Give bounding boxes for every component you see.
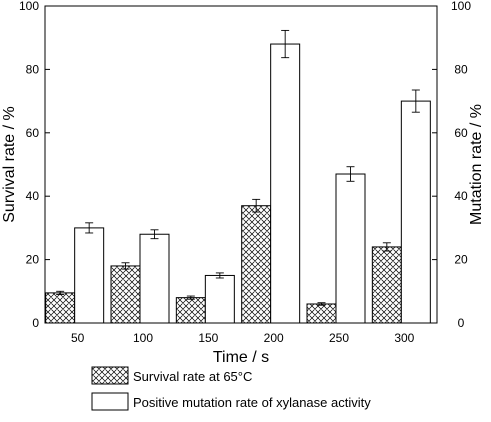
survival-bar xyxy=(371,246,402,324)
legend-label: Survival rate at 65°C xyxy=(133,369,252,384)
y-right-tick-label: 60 xyxy=(454,126,468,140)
plot-frame xyxy=(44,5,438,324)
mutation-bar xyxy=(270,43,301,324)
mutation-bar xyxy=(139,233,170,324)
y-right-tick-label: 0 xyxy=(458,316,465,330)
legend-swatch-mutation xyxy=(91,392,129,411)
x-tick-label: 250 xyxy=(329,331,349,345)
survival-bar xyxy=(175,297,206,324)
y-left-tick-label: 100 xyxy=(19,0,39,13)
y-right-axis-title: Mutation rate / % xyxy=(468,104,485,225)
x-tick-label: 100 xyxy=(133,331,153,345)
y-left-tick-label: 20 xyxy=(26,253,40,267)
x-tick-label: 50 xyxy=(71,331,85,345)
survival-bar xyxy=(110,265,141,324)
y-right-tick-label: 20 xyxy=(454,253,468,267)
legend-swatch-survival xyxy=(91,366,129,385)
survival-bar xyxy=(241,205,272,324)
x-tick-label: 150 xyxy=(198,331,218,345)
y-left-axis-title: Survival rate / % xyxy=(1,106,18,222)
y-left-tick-label: 80 xyxy=(26,62,40,76)
y-left-tick-label: 60 xyxy=(26,126,40,140)
y-left-tick-label: 40 xyxy=(26,189,40,203)
x-tick-label: 300 xyxy=(394,331,414,345)
y-right-tick-label: 100 xyxy=(451,0,471,13)
plot-area: 0 0 20 20 40 40 60 60 80 80 100 100 50 100 150 200 250 30… xyxy=(1,0,485,366)
mutation-bar xyxy=(74,227,105,324)
y-right-tick-label: 80 xyxy=(454,62,468,76)
survival-bar xyxy=(306,303,337,324)
y-left-tick-label: 0 xyxy=(32,316,39,330)
y-right-tick-label: 40 xyxy=(454,189,468,203)
mutation-bar xyxy=(204,274,235,324)
survival-bar xyxy=(45,292,76,324)
legend-label: Positive mutation rate of xylanase activ… xyxy=(133,395,371,410)
mutation-bar xyxy=(400,100,431,324)
x-axis-title: Time / s xyxy=(213,349,269,366)
legend: Survival rate at 65°C Positive mutation r… xyxy=(91,366,371,411)
x-tick-label: 200 xyxy=(264,331,284,345)
mutation-bar xyxy=(335,173,366,324)
